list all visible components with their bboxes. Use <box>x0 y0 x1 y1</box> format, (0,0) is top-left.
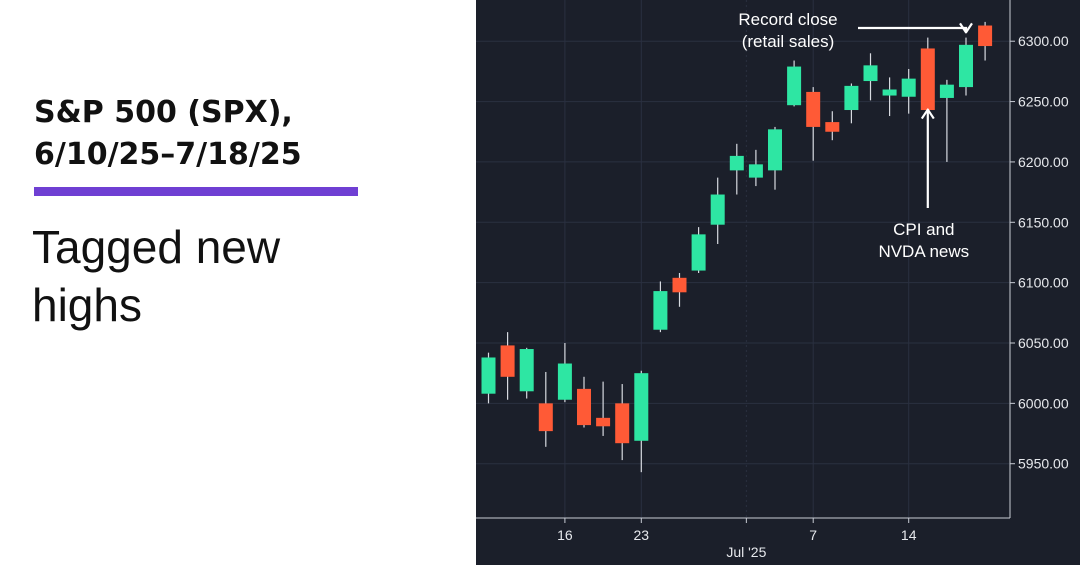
accent-bar <box>34 187 358 196</box>
annotation-text: NVDA news <box>878 242 969 261</box>
candle-body <box>787 66 802 106</box>
candle <box>920 37 935 117</box>
subtitle-line-2: highs <box>32 279 142 331</box>
axes: 5950.00 6000.00 6050.00 6100.00 6150.00 6200.… <box>476 0 1069 560</box>
candle-body <box>768 129 782 171</box>
x-tick-label: Jul '25 <box>726 544 766 560</box>
candlestick-chart: 5950.00 6000.00 6050.00 6100.00 6150.00 6200.… <box>476 0 1080 565</box>
candle-body <box>901 78 916 97</box>
y-tick-label: 6200.00 <box>1018 154 1069 170</box>
candle <box>653 281 668 333</box>
annotation-text: Record close <box>738 10 837 29</box>
annotation-text: (retail sales) <box>742 32 835 51</box>
candle-body <box>596 417 611 427</box>
candle <box>519 347 534 399</box>
candle-body <box>672 277 687 293</box>
chart-container: 5950.00 6000.00 6050.00 6100.00 6150.00 6200.… <box>476 0 1080 565</box>
candle-body <box>691 234 706 271</box>
y-tick-label: 6250.00 <box>1018 94 1069 110</box>
annotation-record-close: Record close (retail sales) <box>738 10 973 51</box>
candle <box>615 384 630 461</box>
candle-body <box>825 122 840 132</box>
x-tick-label: 16 <box>557 527 573 543</box>
candle <box>729 143 744 195</box>
candle-body <box>557 363 572 400</box>
candle-body <box>634 373 649 441</box>
candle <box>634 370 649 473</box>
candle-body <box>615 403 630 444</box>
candle <box>939 79 954 162</box>
arrow-head <box>959 22 973 34</box>
candle-body <box>959 44 973 88</box>
y-tick-label: 6100.00 <box>1018 275 1069 291</box>
candle-body <box>519 349 534 392</box>
candle <box>538 371 553 447</box>
page-title: S&P 500 (SPX), 6/10/25–7/18/25 <box>34 92 454 176</box>
candle <box>596 381 611 436</box>
y-tick-label: 6150.00 <box>1018 214 1069 230</box>
candle-body <box>538 403 553 432</box>
candle-body <box>939 84 954 98</box>
candle <box>901 68 916 114</box>
candle-body <box>481 357 496 394</box>
x-tick-label: 23 <box>634 527 650 543</box>
arrow-head <box>920 108 935 120</box>
candle <box>978 21 993 61</box>
candle <box>691 227 706 273</box>
subtitle-line-1: Tagged new <box>32 221 281 273</box>
candle <box>748 149 763 187</box>
candle <box>825 111 840 141</box>
annotations: Record close (retail sales) CPI and NVDA ne… <box>738 10 973 261</box>
title-line-1: S&P 500 (SPX), <box>34 95 293 130</box>
annotation-cpi-nvda: CPI and NVDA news <box>878 108 969 261</box>
candle-body <box>577 388 591 426</box>
candle <box>557 343 572 403</box>
candle <box>672 272 687 307</box>
candle-body <box>806 91 821 127</box>
candle <box>806 87 821 161</box>
candle-body <box>863 65 878 82</box>
left-panel: S&P 500 (SPX), 6/10/25–7/18/25 Tagged ne… <box>0 0 476 565</box>
candle <box>710 177 725 245</box>
candle <box>844 83 859 124</box>
annotation-text: CPI and <box>893 220 954 239</box>
candle <box>481 352 496 404</box>
y-tick-label: 5950.00 <box>1018 456 1069 472</box>
candle <box>577 376 591 428</box>
candle <box>882 77 897 117</box>
x-tick-label: 7 <box>809 527 817 543</box>
page-subtitle: Tagged new highs <box>32 218 452 334</box>
candle-body <box>920 48 935 111</box>
candle-body <box>500 345 515 377</box>
x-tick-label: 14 <box>901 527 917 543</box>
candle-body <box>653 291 668 330</box>
candle <box>959 37 973 96</box>
candle <box>768 126 782 190</box>
y-tick-label: 6300.00 <box>1018 33 1069 49</box>
candle <box>500 332 515 400</box>
candle-body <box>978 25 993 47</box>
y-tick-label: 6050.00 <box>1018 335 1069 351</box>
candle <box>787 60 802 107</box>
candle <box>863 53 878 101</box>
candle-body <box>729 155 744 171</box>
title-line-2: 6/10/25–7/18/25 <box>34 137 302 172</box>
candle-body <box>748 164 763 178</box>
y-tick-label: 6000.00 <box>1018 395 1069 411</box>
candle-body <box>882 89 897 96</box>
candle-body <box>710 194 725 225</box>
candle-body <box>844 85 859 111</box>
candles <box>481 21 993 473</box>
